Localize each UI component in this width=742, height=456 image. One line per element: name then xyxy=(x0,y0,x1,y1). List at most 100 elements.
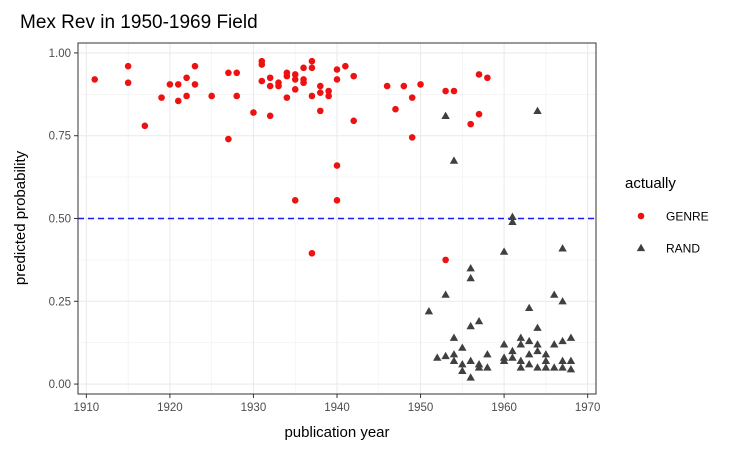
legend-key-genre xyxy=(637,212,645,220)
data-point-rand xyxy=(483,350,492,358)
legend-key-rand xyxy=(636,243,646,252)
data-point-genre xyxy=(225,69,232,77)
data-point-genre xyxy=(417,81,424,88)
data-point-genre xyxy=(333,76,341,83)
data-point-rand xyxy=(449,333,459,341)
data-point-genre xyxy=(333,162,341,169)
data-point-genre xyxy=(291,71,299,78)
data-point-genre xyxy=(308,57,316,65)
data-point-rand xyxy=(541,350,551,358)
data-point-genre xyxy=(475,71,483,78)
data-point-genre xyxy=(450,87,458,95)
y-tick-label: 0.75 xyxy=(49,131,71,143)
data-point-rand xyxy=(508,353,517,361)
y-axis-title: predicted probability xyxy=(12,150,29,285)
data-point-rand xyxy=(441,351,450,360)
grid-lines xyxy=(78,43,596,394)
data-point-rand xyxy=(533,106,542,115)
data-point-genre xyxy=(442,256,449,264)
data-point-genre xyxy=(266,74,274,82)
data-point-genre xyxy=(342,62,349,70)
data-point-rand xyxy=(466,263,475,272)
data-point-rand xyxy=(466,373,475,381)
legend-label-genre: GENRE xyxy=(666,210,709,224)
x-axis-ticks: 1910 1920 1930 1940 1950 1960 1970 xyxy=(74,394,601,414)
data-point-genre xyxy=(300,64,307,72)
data-point-rand xyxy=(516,363,526,371)
data-point-genre xyxy=(233,69,241,77)
data-point-rand xyxy=(550,363,559,371)
chart-title: Mex Rev in 1950-1969 Field xyxy=(20,12,258,33)
data-point-genre xyxy=(484,74,491,82)
data-point-rand xyxy=(558,297,567,305)
x-tick-label: 1940 xyxy=(324,402,350,414)
data-point-rand xyxy=(449,356,459,365)
data-point-rand xyxy=(524,336,534,345)
data-point-genre xyxy=(333,66,341,73)
data-point-genre xyxy=(266,82,274,90)
data-point-rand xyxy=(533,323,542,331)
data-point-genre xyxy=(408,134,416,141)
data-point-rand xyxy=(541,356,551,365)
data-point-genre xyxy=(442,87,449,95)
data-point-genre xyxy=(350,72,358,80)
data-point-rand xyxy=(466,273,475,282)
data-point-rand xyxy=(499,247,509,255)
y-tick-label: 0.50 xyxy=(49,214,71,226)
data-point-genre xyxy=(124,62,132,70)
data-point-genre xyxy=(300,79,307,87)
data-point-genre xyxy=(258,61,266,68)
x-tick-label: 1950 xyxy=(408,402,434,414)
data-point-rand xyxy=(558,356,567,365)
legend: actually GENRE RAND xyxy=(625,175,709,256)
data-point-rand xyxy=(516,340,526,348)
data-points xyxy=(91,57,576,381)
x-tick-label: 1910 xyxy=(74,402,100,414)
data-point-rand xyxy=(508,217,517,225)
data-point-genre xyxy=(191,81,199,88)
data-point-rand xyxy=(458,359,467,368)
data-point-genre xyxy=(325,92,332,100)
data-point-genre xyxy=(283,94,291,101)
data-point-genre xyxy=(183,74,190,82)
data-point-genre xyxy=(233,92,241,100)
data-point-genre xyxy=(383,82,391,90)
data-point-rand xyxy=(558,244,567,252)
data-point-genre xyxy=(408,94,416,101)
data-point-rand xyxy=(550,290,559,298)
y-axis-ticks: 0.00 0.25 0.50 0.75 1.00 xyxy=(49,48,78,391)
data-point-rand xyxy=(533,340,542,348)
data-point-genre xyxy=(158,94,165,101)
data-point-rand xyxy=(466,356,475,365)
x-axis-title: publication year xyxy=(284,424,389,441)
data-point-rand xyxy=(499,356,509,365)
data-point-rand xyxy=(524,359,534,368)
data-point-genre xyxy=(225,135,232,143)
data-point-rand xyxy=(449,350,459,358)
data-point-rand xyxy=(508,346,517,355)
data-point-genre xyxy=(333,196,341,204)
data-point-genre xyxy=(291,76,299,83)
data-point-genre xyxy=(174,97,182,105)
data-point-genre xyxy=(316,107,324,115)
x-tick-label: 1960 xyxy=(491,402,517,414)
data-point-genre xyxy=(266,112,274,120)
data-point-genre xyxy=(183,92,190,100)
data-point-rand xyxy=(524,303,534,312)
data-point-genre xyxy=(191,62,199,70)
data-point-rand xyxy=(533,346,542,355)
data-point-genre xyxy=(308,64,316,72)
x-tick-label: 1970 xyxy=(575,402,601,414)
data-point-rand xyxy=(466,321,475,330)
data-point-rand xyxy=(474,363,484,371)
data-point-genre xyxy=(350,117,358,125)
data-point-genre xyxy=(400,82,408,90)
data-point-rand xyxy=(566,333,576,341)
data-point-genre xyxy=(275,82,282,90)
data-point-genre xyxy=(475,110,483,118)
data-point-genre xyxy=(392,105,399,113)
data-point-rand xyxy=(483,363,492,371)
y-tick-label: 0.25 xyxy=(49,296,71,308)
data-point-genre xyxy=(291,86,299,93)
